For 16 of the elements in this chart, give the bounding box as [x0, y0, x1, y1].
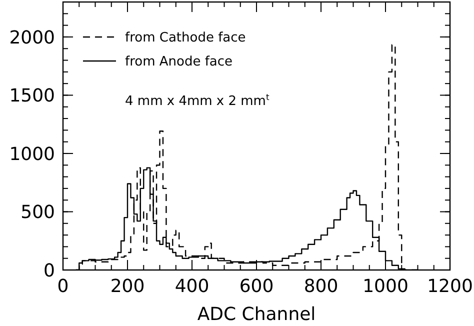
- legend-label: from Anode face: [125, 54, 233, 70]
- y-tick-label: 2000: [9, 27, 55, 48]
- y-tick-label: 1500: [9, 86, 55, 107]
- x-tick-label: 600: [239, 276, 274, 297]
- x-tick-label: 400: [174, 276, 210, 297]
- x-axis-title: ADC Channel: [197, 304, 316, 325]
- y-tick-label: 1000: [9, 144, 55, 165]
- x-tick-label: 0: [57, 276, 69, 297]
- x-tick-label: 1200: [427, 276, 473, 297]
- y-tick-label: 500: [20, 202, 55, 224]
- x-tick-label: 200: [110, 276, 145, 297]
- y-tick-label: 0: [44, 260, 55, 282]
- x-tick-label: 800: [304, 276, 338, 297]
- x-tick-label: 1000: [362, 276, 408, 297]
- legend-label: from Cathode face: [125, 30, 246, 46]
- annotation: 4 mm x 4mm x 2 mm$^{t}$: [125, 92, 270, 109]
